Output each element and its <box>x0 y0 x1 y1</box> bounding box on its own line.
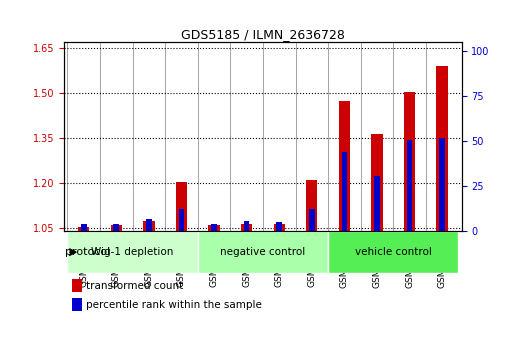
Bar <box>404 92 415 231</box>
Bar <box>176 182 187 231</box>
Title: GDS5185 / ILMN_2636728: GDS5185 / ILMN_2636728 <box>181 28 345 41</box>
Text: protocol: protocol <box>65 247 110 257</box>
Bar <box>81 224 87 231</box>
Bar <box>211 224 217 231</box>
Text: negative control: negative control <box>220 247 306 257</box>
Bar <box>244 221 249 231</box>
Bar <box>273 224 285 231</box>
Bar <box>179 209 184 231</box>
Bar <box>208 225 220 231</box>
Text: transformed count: transformed count <box>86 281 183 291</box>
Bar <box>342 152 347 231</box>
Text: Wig-1 depletion: Wig-1 depletion <box>91 247 174 257</box>
Bar <box>371 134 383 231</box>
Bar <box>306 180 318 231</box>
Bar <box>339 101 350 231</box>
FancyBboxPatch shape <box>67 231 198 273</box>
Bar <box>113 224 119 231</box>
Bar <box>72 279 82 292</box>
Bar <box>277 222 282 231</box>
Bar <box>241 224 252 231</box>
Bar <box>374 176 380 231</box>
Bar <box>407 140 412 231</box>
Text: vehicle control: vehicle control <box>355 247 432 257</box>
Bar <box>72 298 82 311</box>
Bar <box>78 227 89 231</box>
FancyBboxPatch shape <box>198 231 328 273</box>
Bar <box>111 225 122 231</box>
Bar <box>143 221 154 231</box>
Text: percentile rank within the sample: percentile rank within the sample <box>86 299 262 310</box>
FancyBboxPatch shape <box>328 231 459 273</box>
Bar <box>437 67 448 231</box>
Bar <box>309 209 314 231</box>
Bar <box>146 219 152 231</box>
Bar <box>439 138 445 231</box>
